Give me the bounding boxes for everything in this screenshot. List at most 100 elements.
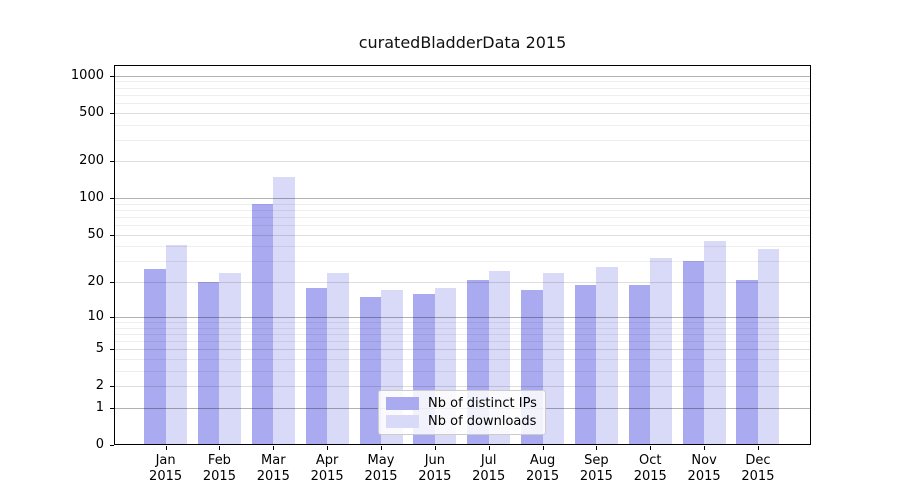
y-tick-2 [110,386,114,388]
gridline-70 [114,217,811,219]
bar-oct-distinct-ips [628,284,651,445]
x-tick-apr [327,446,329,450]
x-tick-jul [488,446,490,450]
legend-entry-distinct-ips: Nb of distinct IPs [386,396,538,411]
gridline-700 [114,94,811,96]
y-tick-50 [110,234,114,236]
y-tick-label-200: 200 [79,153,104,169]
bar-sep-distinct-ips [574,284,597,445]
gridline-80 [114,210,811,212]
y-tick-0 [110,445,114,446]
x-tick-aug [542,446,544,450]
y-tick-100 [110,198,114,200]
gridline-10 [114,316,811,318]
bar-feb-downloads [219,272,241,445]
gridline-2 [114,386,811,388]
downloads-swatch [386,415,419,428]
x-tick-label-jan: Jan 2015 [149,453,183,484]
x-tick-nov [704,446,706,450]
bar-aug-downloads [542,272,565,445]
bar-nov-distinct-ips [682,261,705,445]
bar-dec-distinct-ips [736,279,758,445]
y-tick-label-1: 1 [95,399,104,415]
bar-oct-downloads [650,258,672,445]
gridline-9 [114,321,811,323]
gridline-30 [114,261,811,263]
y-tick-10 [110,316,114,318]
gridline-6 [114,340,811,342]
bar-dec-downloads [757,249,780,445]
y-tick-label-1000: 1000 [70,67,104,83]
legend: Nb of distinct IPs Nb of downloads [378,390,546,435]
bar-apr-distinct-ips [305,287,328,445]
x-tick-label-sep: Sep 2015 [579,453,613,484]
x-tick-dec [757,446,759,450]
x-tick-sep [596,446,598,450]
chart-title: curatedBladderData 2015 [358,33,567,52]
gridline-800 [114,87,811,89]
y-tick-1000 [110,75,114,77]
bar-jan-distinct-ips [144,268,166,445]
gridline-40 [114,246,811,248]
y-tick-5 [110,349,114,351]
gridline-1000 [114,75,811,77]
y-tick-label-10: 10 [87,308,104,324]
y-tick-label-2: 2 [95,378,104,394]
x-tick-label-jun: Jun 2015 [418,453,452,484]
x-tick-label-feb: Feb 2015 [202,453,236,484]
legend-label: Nb of downloads [428,414,537,429]
gridline-50 [114,234,811,236]
y-tick-label-5: 5 [95,341,104,357]
gridline-4 [114,358,811,360]
gridline-3 [114,370,811,372]
x-tick-label-aug: Aug 2015 [526,453,560,484]
gridline-500 [114,112,811,114]
bar-may-distinct-ips [359,296,381,445]
distinct-ips-swatch [386,397,419,410]
gridline-20 [114,282,811,284]
x-tick-label-jul: Jul 2015 [472,453,506,484]
y-tick-label-0: 0 [95,437,104,452]
x-tick-label-oct: Oct 2015 [633,453,667,484]
plot-area [114,65,811,445]
bar-nov-downloads [704,241,726,445]
gridline-600 [114,102,811,104]
y-tick-500 [110,112,114,114]
gridline-300 [114,139,811,141]
x-tick-label-apr: Apr 2015 [310,453,344,484]
x-tick-oct [650,446,652,450]
legend-label: Nb of distinct IPs [428,396,537,411]
gridline-60 [114,225,811,227]
legend-entry-downloads: Nb of downloads [386,414,538,429]
x-tick-may [381,446,382,450]
x-tick-feb [219,446,221,450]
bar-sep-downloads [596,266,618,445]
y-tick-1 [110,407,114,409]
gridline-200 [114,161,811,163]
x-tick-label-nov: Nov 2015 [687,453,721,484]
gridline-400 [114,124,811,126]
bar-mar-downloads [273,176,295,445]
bar-feb-distinct-ips [197,282,220,445]
gridline-100 [114,198,811,200]
y-tick-label-100: 100 [79,190,104,206]
bar-apr-downloads [327,272,349,445]
gridline-8 [114,327,811,329]
bar-jan-downloads [165,245,188,445]
x-tick-label-dec: Dec 2015 [741,453,775,484]
y-tick-label-500: 500 [79,104,104,120]
x-tick-label-may: May 2015 [364,453,398,484]
x-tick-jun [434,446,436,450]
y-tick-label-50: 50 [87,226,104,242]
x-tick-label-mar: Mar 2015 [256,453,290,484]
gridline-7 [114,333,811,335]
gridline-900 [114,81,811,83]
y-tick-200 [110,161,114,163]
y-tick-20 [110,282,114,284]
gridline-5 [114,349,811,351]
x-tick-mar [273,446,275,450]
gridline-90 [114,203,811,205]
bar-mar-distinct-ips [251,203,274,445]
y-tick-label-20: 20 [87,274,104,290]
